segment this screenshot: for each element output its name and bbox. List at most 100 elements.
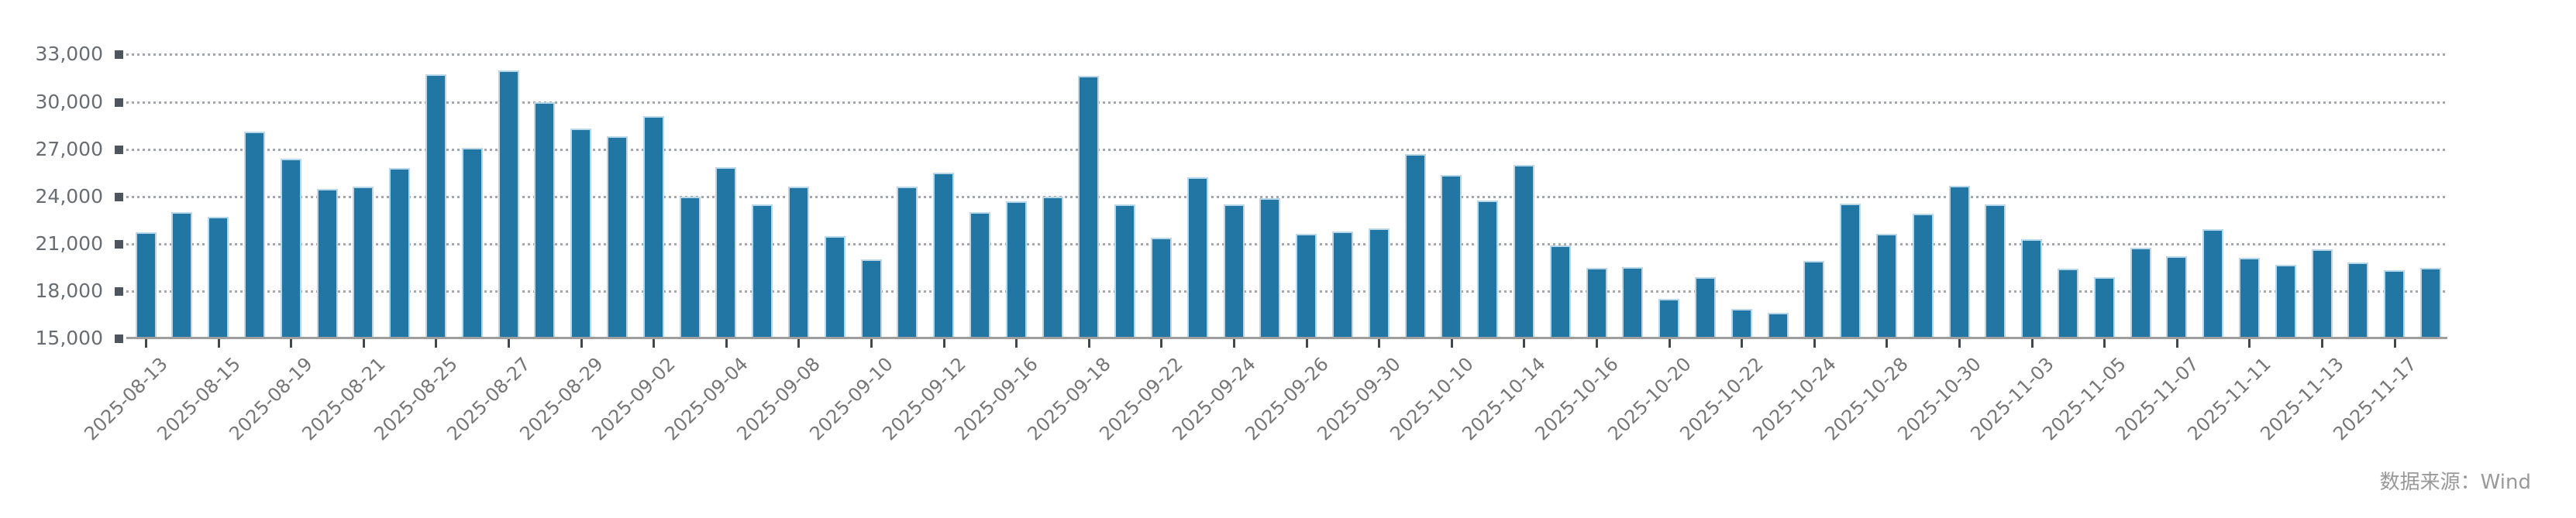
y-axis-tick-label: 27,000 (35, 137, 103, 160)
bar[interactable] (1078, 75, 1100, 338)
bar[interactable] (389, 168, 411, 338)
x-axis-tick (2030, 338, 2034, 348)
bar[interactable] (1985, 204, 2006, 338)
bar[interactable] (2275, 265, 2296, 338)
x-axis-tick (1160, 338, 1163, 348)
bar[interactable] (570, 129, 592, 338)
bar[interactable] (897, 187, 918, 338)
y-axis-tick-marker (115, 239, 123, 249)
y-axis-tick-marker (115, 334, 123, 343)
bar[interactable] (824, 235, 845, 338)
x-axis-tick (1523, 338, 1526, 348)
x-axis-tick (942, 338, 945, 348)
y-axis-tick-label: 21,000 (35, 232, 103, 255)
y-axis-tick-marker (115, 145, 123, 154)
bar[interactable] (1549, 245, 1571, 338)
bar[interactable] (243, 132, 265, 338)
bar[interactable] (498, 70, 519, 338)
bar[interactable] (2093, 276, 2115, 338)
x-axis-tick (435, 338, 438, 348)
y-gridline (126, 53, 2447, 57)
bar[interactable] (534, 101, 556, 338)
bar[interactable] (1042, 196, 1063, 338)
bar[interactable] (2347, 262, 2369, 338)
bar[interactable] (353, 187, 374, 338)
bar[interactable] (679, 196, 701, 338)
bar[interactable] (2130, 247, 2151, 338)
bar[interactable] (1186, 177, 1208, 338)
bar[interactable] (1694, 276, 1716, 338)
bar[interactable] (1912, 214, 1934, 338)
x-axis-tick (1668, 338, 1671, 348)
x-axis-tick (1886, 338, 1889, 348)
bar[interactable] (933, 173, 955, 338)
x-axis-tick (2393, 338, 2396, 348)
y-axis-tick-marker (115, 50, 123, 60)
bar[interactable] (316, 188, 338, 338)
x-axis-tick (508, 338, 510, 348)
bar[interactable] (1404, 153, 1426, 338)
x-axis-tick (1741, 338, 1744, 348)
bar[interactable] (1658, 299, 1680, 338)
x-axis-tick (797, 338, 801, 348)
bar[interactable] (752, 204, 773, 338)
bar[interactable] (1948, 186, 1970, 338)
bar[interactable] (1840, 203, 1861, 338)
bar[interactable] (2384, 270, 2406, 338)
bar[interactable] (461, 147, 483, 338)
bar[interactable] (135, 232, 157, 338)
bar[interactable] (1259, 197, 1281, 338)
data-source-note: 数据来源：Wind (2379, 471, 2531, 494)
bar[interactable] (208, 217, 229, 338)
bar[interactable] (787, 187, 809, 338)
bar[interactable] (2238, 258, 2260, 338)
bar[interactable] (1441, 175, 1462, 338)
bar[interactable] (1767, 313, 1789, 338)
bar[interactable] (1803, 261, 1825, 338)
x-axis-tick (1015, 338, 1018, 348)
bar[interactable] (2021, 238, 2043, 338)
bar[interactable] (1223, 204, 1245, 338)
x-axis-tick (217, 338, 220, 348)
x-axis-tick (2321, 338, 2323, 348)
bar[interactable] (1477, 200, 1499, 338)
x-axis-tick (362, 338, 365, 348)
bar[interactable] (2057, 269, 2078, 338)
y-axis-tick-marker (115, 286, 123, 296)
x-axis-tick (1305, 338, 1308, 348)
bar[interactable] (1622, 267, 1644, 338)
y-axis-tick-label: 33,000 (35, 43, 103, 66)
x-axis-tick (870, 338, 873, 348)
y-gridline (126, 195, 2447, 198)
bar[interactable] (1731, 309, 1752, 338)
bar[interactable] (425, 74, 446, 338)
x-axis-tick (580, 338, 583, 348)
bar[interactable] (171, 212, 193, 338)
bar[interactable] (1586, 268, 1607, 338)
bar[interactable] (642, 115, 664, 338)
bar[interactable] (2419, 268, 2441, 338)
bar[interactable] (1005, 201, 1027, 338)
bar[interactable] (2311, 249, 2333, 338)
bar[interactable] (1150, 237, 1172, 338)
bar[interactable] (715, 167, 737, 338)
bar[interactable] (1296, 233, 1317, 338)
y-axis-tick-label: 24,000 (35, 184, 103, 208)
bar[interactable] (969, 212, 990, 338)
bar[interactable] (1875, 233, 1897, 338)
bar[interactable] (2202, 229, 2224, 338)
y-gridline (126, 242, 2447, 245)
x-axis-tick (725, 338, 728, 348)
bar[interactable] (1114, 204, 1136, 338)
bar[interactable] (2166, 256, 2188, 338)
bar[interactable] (1513, 164, 1534, 338)
bar[interactable] (606, 136, 628, 338)
bar[interactable] (1368, 228, 1390, 338)
x-axis-tick (1087, 338, 1090, 348)
x-axis-tick (1596, 338, 1598, 348)
bar[interactable] (1331, 231, 1353, 338)
bar[interactable] (280, 158, 301, 338)
y-gridline (126, 148, 2447, 151)
bar[interactable] (860, 259, 882, 338)
